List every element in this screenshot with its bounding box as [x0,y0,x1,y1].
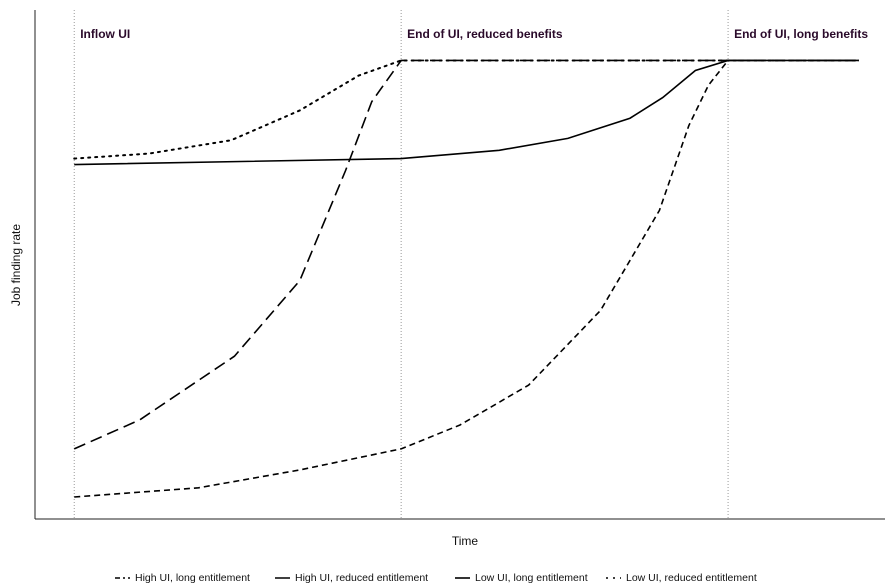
line-series [73,59,859,450]
x-axis-label: Time [452,534,479,548]
line-series [73,59,860,160]
legend-label: High UI, reduced entitlement [295,572,428,584]
legend-label: High UI, long entitlement [135,572,250,584]
line-series [74,59,859,498]
legend-label: Low UI, long entitlement [475,572,588,584]
annotation: End of UI, long benefits [734,27,868,41]
legend-label: Low UI, reduced entitlement [626,572,757,584]
annotation: End of UI, reduced benefits [407,27,563,41]
annotation: Inflow UI [80,27,130,41]
line-series [74,59,859,166]
y-axis-label: Job finding rate [9,224,23,306]
